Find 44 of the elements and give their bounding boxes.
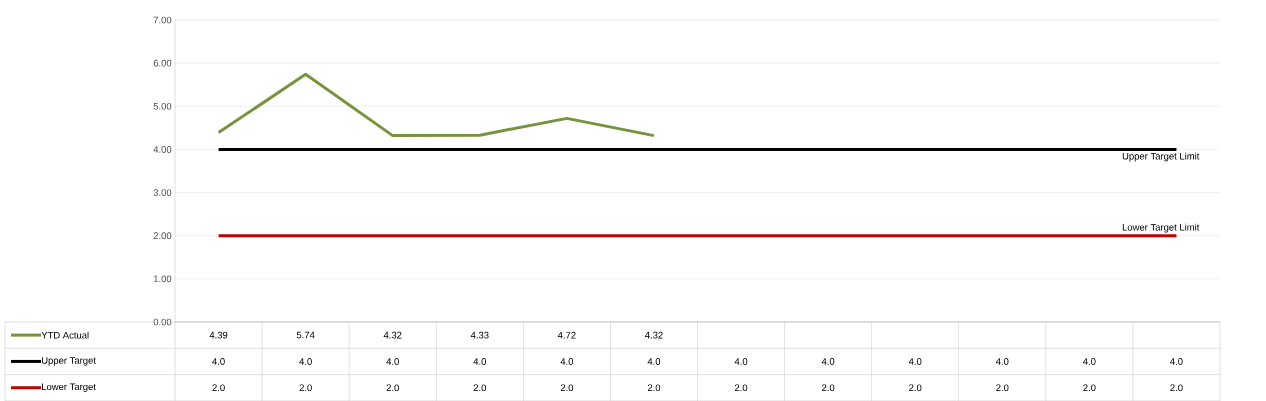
data-label: 4.0 <box>473 358 487 365</box>
data-label: 4.0 <box>299 358 312 365</box>
line-series <box>217 72 656 138</box>
y-tick-label: 6.00 <box>153 59 172 67</box>
annotation: Upper Target Limit <box>1122 152 1200 162</box>
data-label: 2.0 <box>1170 384 1183 392</box>
data-label: 2.0 <box>473 384 487 392</box>
data-label: 2.0 <box>647 384 661 392</box>
y-tick-label: 3.00 <box>153 189 172 196</box>
data-label: 2.0 <box>822 384 835 392</box>
data-label: 2.0 <box>560 384 574 392</box>
data-label: 4.33 <box>470 331 489 339</box>
legend-label: Lower Target <box>42 383 96 392</box>
y-tick-label: 2.00 <box>153 232 172 240</box>
data-label: 4.39 <box>209 331 228 339</box>
data-label: 4.32 <box>644 331 663 339</box>
y-tick-label: 4.00 <box>153 146 172 153</box>
y-tick-label: 0.00 <box>153 318 172 326</box>
data-label: 5.74 <box>296 331 315 339</box>
data-label: 4.32 <box>383 331 402 339</box>
data-label: 4.0 <box>734 358 748 365</box>
data-label: 4.0 <box>995 358 1009 365</box>
data-label: 2.0 <box>299 384 312 392</box>
legend-label: YTD Actual <box>41 331 89 339</box>
data-label: 4.0 <box>821 358 835 365</box>
data-label: 4.0 <box>1170 358 1183 365</box>
data-label: 2.0 <box>996 384 1009 392</box>
data-label: 4.0 <box>212 358 225 365</box>
data-label: 2.0 <box>734 384 748 392</box>
legend-label: Upper Target <box>41 357 96 366</box>
data-label: 2.0 <box>1083 384 1096 392</box>
data-label: 2.0 <box>212 384 225 392</box>
data-label: 4.0 <box>1083 358 1096 365</box>
data-label: 4.0 <box>908 358 922 365</box>
data-label: 2.0 <box>386 384 399 392</box>
annotation: Lower Target Limit <box>1122 223 1200 233</box>
y-tick-label: 1.00 <box>153 275 172 283</box>
data-label: 4.0 <box>647 358 661 365</box>
y-tick-label: 7.00 <box>153 16 172 24</box>
data-label: 2.0 <box>909 384 922 392</box>
y-tick-label: 5.00 <box>153 102 172 110</box>
data-label: 4.72 <box>557 331 576 339</box>
data-label: 4.0 <box>560 358 574 365</box>
data-label: 4.0 <box>386 358 399 365</box>
